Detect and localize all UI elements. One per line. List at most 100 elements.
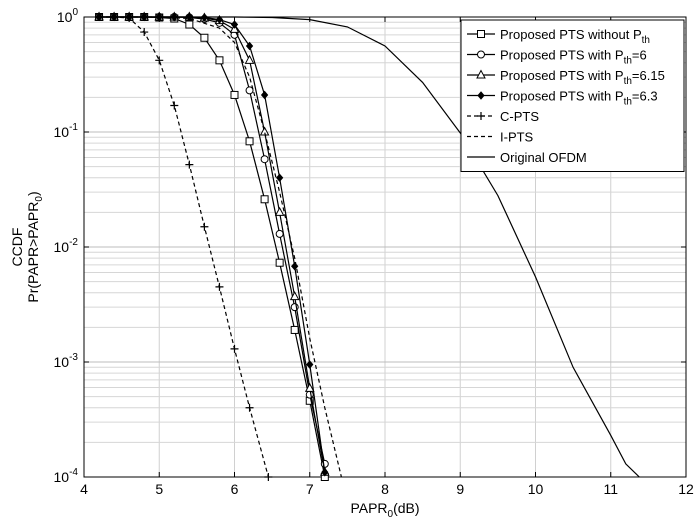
- y-tick-exponent: -2: [69, 237, 78, 248]
- legend-label: Proposed PTS with Pth=6.15: [500, 68, 665, 87]
- y-tick-base: 10: [54, 124, 70, 140]
- data-point-circle: [245, 86, 254, 95]
- data-point-plus: [245, 403, 254, 412]
- data-point-plus: [155, 56, 164, 65]
- legend-item: Original OFDM: [467, 150, 587, 165]
- data-point-diamond: [275, 173, 284, 183]
- y-tick-exponent: -1: [69, 122, 78, 133]
- data-point-diamond: [291, 261, 299, 271]
- data-point-plus: [140, 28, 149, 37]
- legend-label-subscript: th: [624, 76, 632, 87]
- y-tick-label: 10-3: [54, 352, 79, 370]
- series-5: [95, 13, 273, 481]
- data-point-triangle: [244, 54, 255, 64]
- data-point-plus: [125, 14, 134, 23]
- y-tick-base: 10: [54, 354, 70, 370]
- data-point-plus: [264, 473, 273, 481]
- series-6: [99, 16, 342, 478]
- x-tick-label: 4: [80, 481, 88, 497]
- x-tick-label: 9: [456, 481, 464, 497]
- legend-item: Proposed PTS with Pth=6: [467, 48, 647, 67]
- data-point-square: [290, 325, 299, 334]
- data-point-diamond: [260, 90, 269, 100]
- data-point-triangle: [259, 126, 270, 136]
- legend-item: Proposed PTS with Pth=6.3: [467, 89, 658, 108]
- legend-label: Proposed PTS with Pth=6.3: [500, 89, 658, 108]
- data-point-plus: [200, 222, 209, 231]
- y-tick-label: 10-2: [54, 237, 79, 255]
- legend-label-main: Proposed PTS with P: [500, 48, 624, 63]
- data-point-plus: [215, 282, 224, 291]
- x-axis-label-unit: (dB): [393, 500, 419, 516]
- y-axis-label-line2: Pr(PAPR>PAPR0): [25, 191, 45, 302]
- data-point-square: [260, 195, 269, 204]
- data-point-circle: [477, 50, 485, 59]
- x-tick-label: 10: [528, 481, 544, 497]
- axis-labels: PAPR0(dB)CCDF Pr(PAPR>PAPR0): [9, 191, 420, 520]
- x-axis-label-subscript: 0: [388, 509, 394, 520]
- series-2: [95, 13, 329, 468]
- data-point-plus: [477, 112, 485, 120]
- legend-label-suffix: =6.15: [632, 68, 665, 83]
- y-tick-label: 100: [57, 7, 79, 25]
- data-point-diamond: [477, 91, 485, 100]
- y-axis-label-main: Pr(PAPR>PAPR: [25, 202, 41, 303]
- legend-item: Proposed PTS without Pth: [467, 27, 650, 46]
- series-line: [99, 16, 326, 473]
- legend-label: C-PTS: [500, 109, 539, 124]
- series-line: [99, 16, 342, 478]
- data-point-circle: [260, 155, 269, 164]
- legend-label: Original OFDM: [500, 150, 587, 165]
- data-point-diamond: [306, 360, 314, 369]
- x-axis-label-main: PAPR: [350, 500, 387, 516]
- legend-label-subscript: th: [642, 35, 650, 46]
- series-group: [94, 11, 640, 481]
- x-tick-label: 6: [231, 481, 239, 497]
- legend-label-main: Proposed PTS with P: [500, 68, 624, 83]
- legend-label-main: I-PTS: [500, 130, 534, 145]
- x-tick-label: 8: [381, 481, 389, 497]
- series-3: [94, 11, 330, 476]
- data-point-square: [245, 137, 254, 146]
- legend-label: I-PTS: [500, 130, 534, 145]
- legend-label-suffix: =6.3: [632, 89, 658, 104]
- legend-label-subscript: th: [624, 56, 632, 67]
- data-point-square: [215, 56, 224, 65]
- data-point-square: [275, 258, 284, 267]
- x-tick-label: 7: [306, 481, 314, 497]
- x-tick-label: 12: [678, 481, 694, 497]
- data-point-diamond: [215, 15, 224, 24]
- data-point-square: [200, 33, 209, 42]
- y-tick-exponent: -4: [69, 467, 78, 478]
- y-axis-label-line1: CCDF: [9, 228, 25, 267]
- data-point-triangle: [304, 382, 315, 392]
- data-point-square: [477, 30, 485, 38]
- legend-item: C-PTS: [467, 109, 539, 124]
- legend-label: Proposed PTS without Pth: [500, 27, 650, 46]
- y-tick-label: 10-1: [54, 122, 79, 140]
- data-point-plus: [185, 160, 194, 169]
- series-7: [99, 16, 640, 478]
- y-tick-label: 10-4: [54, 467, 79, 485]
- data-point-triangle: [289, 291, 300, 301]
- legend-label-main: Proposed PTS without P: [500, 27, 642, 42]
- data-point-plus: [230, 344, 239, 353]
- y-tick-exponent: 0: [72, 7, 78, 18]
- y-tick-base: 10: [54, 469, 70, 485]
- data-point-diamond: [321, 467, 329, 477]
- x-tick-label: 11: [603, 481, 618, 497]
- data-point-diamond: [245, 41, 254, 51]
- y-axis-label-suffix: ): [25, 191, 41, 196]
- legend-label-suffix: =6: [632, 48, 647, 63]
- y-axis-label-subscript: 0: [34, 196, 45, 202]
- x-tick-label: 5: [155, 481, 163, 497]
- legend-label-main: C-PTS: [500, 109, 539, 124]
- y-tick-base: 10: [54, 239, 70, 255]
- legend-item: I-PTS: [467, 130, 534, 145]
- legend-item: Proposed PTS with Pth=6.15: [467, 68, 665, 87]
- legend-label-subscript: th: [624, 97, 632, 108]
- data-point-diamond: [230, 20, 239, 29]
